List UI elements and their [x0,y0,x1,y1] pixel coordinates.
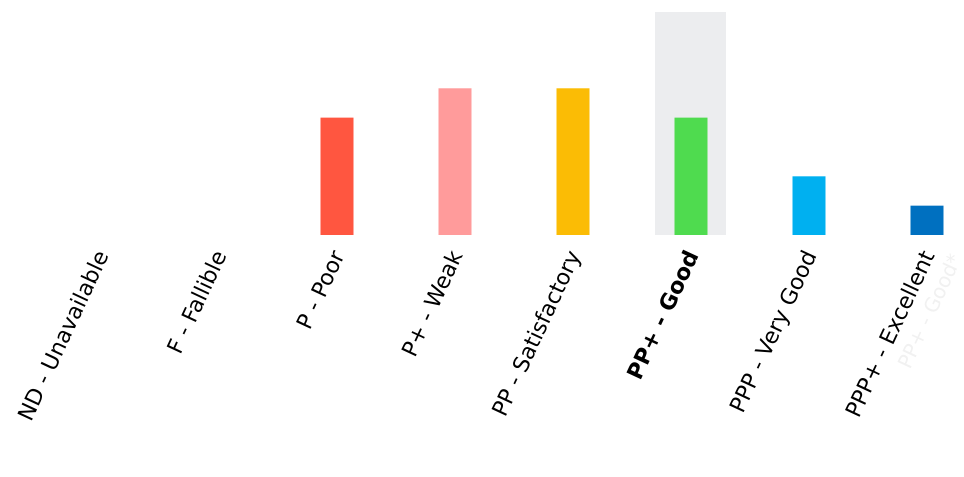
x-tick-label: PP - Satisfactory [488,247,587,420]
bar [320,117,354,235]
x-tick-label: PPP - Very Good [726,247,823,417]
bar [792,176,826,235]
x-tick-label: P+ - Weak [398,247,469,361]
x-tick-label: ND - Unavailable [14,247,115,425]
bar [910,205,944,235]
bar [556,88,590,235]
x-tick-label: PP+ - Good [623,247,704,384]
bar [438,88,472,235]
x-tick-label: P - Poor [292,246,350,333]
bar [674,117,708,235]
x-tick-label: F - Fallible [163,247,232,358]
